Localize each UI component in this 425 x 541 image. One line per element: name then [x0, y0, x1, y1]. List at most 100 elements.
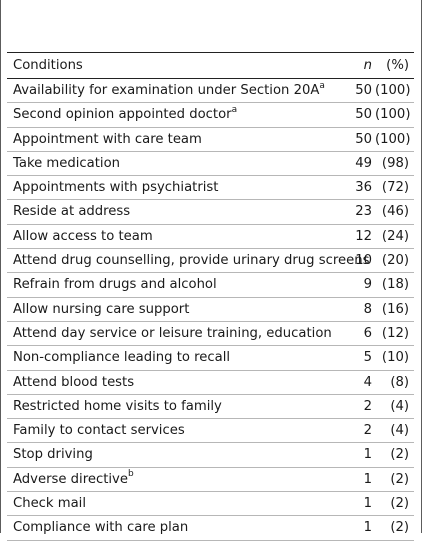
count-value: 23: [355, 204, 372, 220]
condition-label: Attend drug counselling, provide urinary…: [13, 249, 369, 273]
header-pct: (%): [386, 58, 409, 73]
table-row: Restricted home visits to family 2 (4): [7, 395, 414, 420]
percent-value: (98): [381, 155, 409, 171]
percent-value: (2): [390, 471, 409, 487]
percent-value: (2): [390, 496, 409, 512]
condition-label: Refrain from drugs and alcohol: [13, 273, 217, 297]
count-value: 6: [363, 325, 372, 341]
condition-label: Attend blood tests: [13, 371, 134, 395]
condition-text: Attend day service or leisure training, …: [13, 325, 332, 341]
condition-text: Attend blood tests: [13, 374, 135, 390]
condition-label: Check mail: [13, 492, 86, 516]
count-value: 36: [355, 180, 372, 196]
document-frame: [0, 0, 422, 533]
condition-text: Stop driving: [13, 447, 93, 463]
table-row: Allow nursing care support 8 (16): [7, 298, 414, 322]
condition-text: Restricted home visits to family: [13, 398, 222, 414]
condition-text: Family to contact services: [13, 423, 185, 439]
count-value: 8: [363, 301, 372, 317]
percent-value: (2): [390, 447, 409, 463]
count-value: 50: [355, 131, 372, 147]
footnote-marker: a: [319, 80, 325, 91]
table-header: Conditions n (%): [7, 53, 414, 79]
percent-value: (8): [390, 374, 409, 390]
condition-label: Restricted home visits to family: [13, 395, 222, 419]
percent-value: (2): [390, 520, 409, 536]
condition-label: Second opinion appointed doctora: [13, 103, 237, 127]
condition-text: Allow access to team: [13, 228, 153, 244]
count-value: 1: [363, 447, 372, 463]
count-value: 49: [355, 155, 372, 171]
condition-text: Appointment with care team: [13, 131, 202, 147]
percent-value: (4): [390, 423, 409, 439]
table-row: Compliance with care plan 1 (2): [7, 516, 414, 541]
count-value: 10: [355, 253, 372, 269]
percent-value: (100): [375, 107, 411, 123]
footnote-marker: a: [231, 104, 238, 115]
table-row: Attend day service or leisure training, …: [7, 322, 414, 347]
table-row: Allow access to team 12 (24): [7, 225, 414, 250]
percent-value: (100): [375, 131, 411, 147]
table-row: Family to contact services 2 (4): [7, 419, 414, 444]
table-row: Attend blood tests 4 (8): [7, 371, 414, 395]
footnote-marker: b: [127, 469, 134, 480]
count-value: 2: [363, 398, 372, 414]
percent-value: (20): [381, 253, 409, 269]
count-value: 4: [363, 374, 372, 390]
count-value: 1: [363, 471, 372, 487]
condition-label: Reside at address: [13, 200, 130, 224]
header-conditions: Conditions: [13, 58, 83, 73]
condition-label: Adverse directiveb: [13, 468, 134, 492]
condition-label: Allow access to team: [13, 225, 153, 249]
count-value: 50: [355, 107, 372, 123]
condition-label: Family to contact services: [13, 419, 185, 443]
condition-label: Allow nursing care support: [13, 298, 189, 322]
percent-value: (10): [381, 350, 409, 366]
condition-label: Take medication: [13, 152, 120, 176]
count-value: 50: [355, 83, 372, 98]
condition-text: Non-compliance leading to recall: [13, 350, 231, 366]
count-value: 1: [363, 520, 372, 536]
percent-value: (4): [390, 398, 409, 414]
table-row: Refrain from drugs and alcohol 9 (18): [7, 273, 414, 298]
table-row: Attend drug counselling, provide urinary…: [7, 249, 414, 274]
condition-label: Compliance with care plan: [13, 516, 188, 540]
table-row: Reside at address 23 (46): [7, 200, 414, 225]
percent-value: (46): [381, 204, 409, 220]
percent-value: (16): [381, 301, 409, 317]
condition-text: Check mail: [13, 496, 87, 512]
count-value: 5: [363, 350, 372, 366]
condition-label: Attend day service or leisure training, …: [13, 322, 332, 346]
count-value: 12: [355, 228, 372, 244]
percent-value: (100): [375, 83, 411, 98]
condition-label: Availability for examination under Secti…: [13, 79, 325, 103]
count-value: 9: [363, 277, 372, 293]
table-row: Appointments with psychiatrist 36 (72): [7, 176, 414, 201]
table-row: Appointment with care team 50 (100): [7, 128, 414, 152]
table-row: Non-compliance leading to recall 5 (10): [7, 346, 414, 371]
condition-label: Non-compliance leading to recall: [13, 346, 230, 370]
percent-value: (72): [381, 180, 409, 196]
condition-label: Appointments with psychiatrist: [13, 176, 218, 200]
conditions-table: Conditions n (%) Availability for examin…: [7, 52, 414, 541]
table-row: Availability for examination under Secti…: [7, 79, 414, 104]
condition-label: Stop driving: [13, 443, 93, 467]
percent-value: (18): [381, 277, 409, 293]
count-value: 2: [363, 423, 372, 439]
header-n: n: [363, 58, 372, 73]
condition-text: Compliance with care plan: [13, 520, 189, 536]
percent-value: (24): [381, 228, 409, 244]
percent-value: (12): [381, 325, 409, 341]
table-row: Check mail 1 (2): [7, 492, 414, 517]
condition-text: Take medication: [13, 155, 121, 171]
condition-text: Adverse directive: [13, 471, 128, 487]
condition-text: Availability for examination under Secti…: [13, 83, 320, 98]
condition-text: Allow nursing care support: [13, 301, 190, 317]
condition-text: Attend drug counselling, provide urinary…: [13, 253, 370, 269]
condition-label: Appointment with care team: [13, 128, 202, 152]
table-body: Availability for examination under Secti…: [7, 79, 414, 541]
table-row: Take medication 49 (98): [7, 152, 414, 177]
condition-text: Second opinion appointed doctor: [13, 107, 232, 123]
condition-text: Appointments with psychiatrist: [13, 180, 219, 196]
table-row: Adverse directiveb 1 (2): [7, 468, 414, 493]
